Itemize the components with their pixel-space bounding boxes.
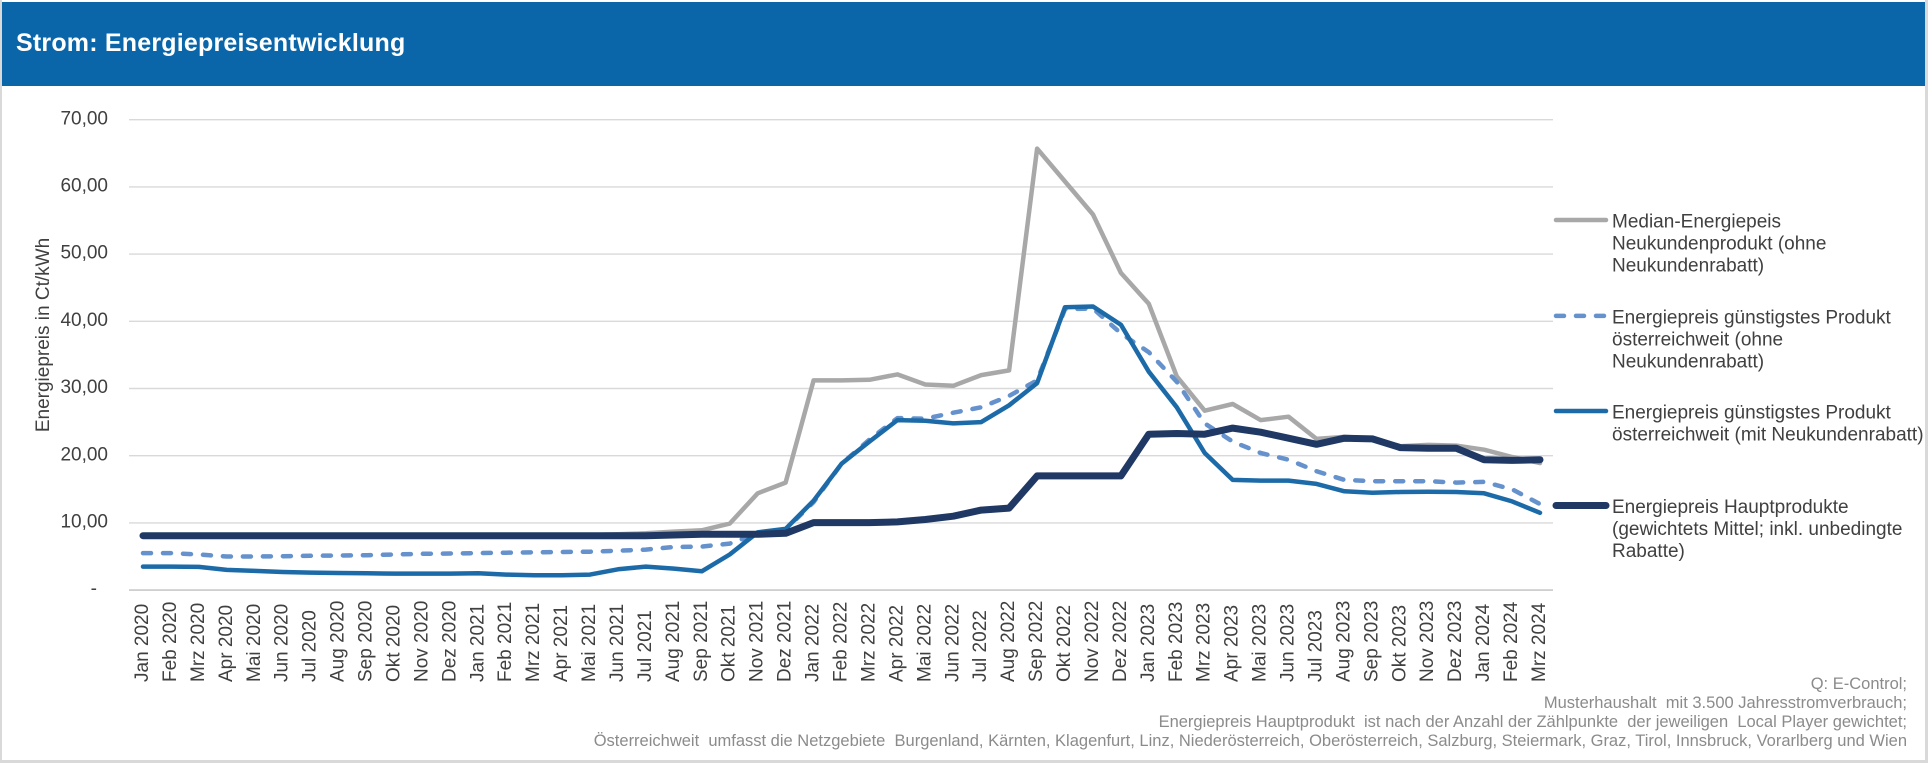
svg-text:Feb 2022: Feb 2022 — [831, 602, 852, 682]
svg-text:Mrz 2024: Mrz 2024 — [1529, 602, 1550, 682]
svg-text:-: - — [91, 579, 97, 600]
svg-text:Apr 2022: Apr 2022 — [886, 605, 907, 682]
svg-text:Q: E-Control;: Q: E-Control; — [1811, 675, 1907, 693]
svg-text:Österreichweit umfasst die Ne: Österreichweit umfasst die Netzgebiete B… — [594, 732, 1907, 750]
svg-text:Jan 2024: Jan 2024 — [1473, 603, 1494, 682]
svg-text:Energiepreis in Ct/kWh: Energiepreis in Ct/kWh — [33, 238, 54, 432]
svg-text:Neukundenprodukt (ohne: Neukundenprodukt (ohne — [1612, 234, 1826, 255]
svg-text:20,00: 20,00 — [60, 444, 108, 465]
svg-text:Sep 2022: Sep 2022 — [1026, 601, 1047, 682]
svg-text:Mrz 2020: Mrz 2020 — [188, 603, 209, 682]
svg-text:Mrz 2021: Mrz 2021 — [523, 603, 544, 682]
svg-text:Rabatte): Rabatte) — [1612, 541, 1685, 562]
svg-text:Musterhaushalt mit 3.500 Jahr: Musterhaushalt mit 3.500 Jahresstromverb… — [1544, 694, 1907, 712]
svg-text:Jan 2023: Jan 2023 — [1138, 604, 1159, 682]
svg-text:Mrz 2023: Mrz 2023 — [1194, 603, 1215, 682]
svg-text:Feb 2024: Feb 2024 — [1501, 601, 1522, 682]
svg-text:österreichweit (mit Neukundenr: österreichweit (mit Neukundenrabatt) — [1612, 425, 1924, 446]
svg-text:Dez 2021: Dez 2021 — [775, 601, 796, 682]
svg-text:Nov 2023: Nov 2023 — [1417, 601, 1438, 682]
svg-text:Energiepreis Hauptprodukt ist: Energiepreis Hauptprodukt ist nach der A… — [1159, 713, 1907, 731]
svg-text:70,00: 70,00 — [60, 108, 108, 129]
svg-text:Jun 2022: Jun 2022 — [942, 604, 963, 682]
svg-text:Apr 2021: Apr 2021 — [551, 605, 572, 682]
svg-text:Dez 2020: Dez 2020 — [439, 601, 460, 682]
svg-text:Neukundenrabatt): Neukundenrabatt) — [1612, 256, 1764, 277]
svg-text:Mai 2021: Mai 2021 — [579, 604, 600, 682]
svg-text:Mai 2022: Mai 2022 — [914, 604, 935, 682]
svg-text:Nov 2022: Nov 2022 — [1082, 601, 1103, 682]
svg-text:Feb 2020: Feb 2020 — [160, 602, 181, 682]
svg-text:Feb 2021: Feb 2021 — [495, 602, 516, 682]
svg-text:Nov 2021: Nov 2021 — [747, 601, 768, 682]
svg-text:Aug 2022: Aug 2022 — [998, 601, 1019, 682]
svg-text:Sep 2023: Sep 2023 — [1361, 601, 1382, 682]
svg-text:Sep 2021: Sep 2021 — [691, 601, 712, 682]
svg-text:österreichweit (ohne: österreichweit (ohne — [1612, 330, 1783, 351]
svg-text:Nov 2020: Nov 2020 — [411, 601, 432, 682]
svg-text:Jul 2022: Jul 2022 — [970, 610, 991, 682]
svg-text:Mai 2023: Mai 2023 — [1250, 604, 1271, 682]
svg-text:Mrz 2022: Mrz 2022 — [858, 603, 879, 682]
svg-text:Okt 2021: Okt 2021 — [719, 605, 740, 682]
svg-text:Neukundenrabatt): Neukundenrabatt) — [1612, 352, 1764, 373]
svg-text:10,00: 10,00 — [60, 512, 108, 533]
svg-text:Jan 2020: Jan 2020 — [132, 604, 153, 682]
svg-text:30,00: 30,00 — [60, 377, 108, 398]
svg-text:Jul 2023: Jul 2023 — [1306, 610, 1327, 682]
svg-text:Jul 2021: Jul 2021 — [635, 610, 656, 682]
svg-text:60,00: 60,00 — [60, 176, 108, 197]
svg-text:Mai 2020: Mai 2020 — [244, 604, 265, 682]
svg-text:40,00: 40,00 — [60, 310, 108, 331]
svg-text:Aug 2021: Aug 2021 — [663, 601, 684, 682]
svg-text:Apr 2023: Apr 2023 — [1222, 605, 1243, 682]
svg-text:Okt 2022: Okt 2022 — [1054, 605, 1075, 682]
svg-text:Okt 2023: Okt 2023 — [1389, 605, 1410, 682]
svg-text:Aug 2023: Aug 2023 — [1333, 601, 1354, 682]
svg-text:Energiepreis Hauptprodukte: Energiepreis Hauptprodukte — [1612, 497, 1849, 518]
svg-text:Jul 2020: Jul 2020 — [300, 610, 321, 682]
svg-text:Jun 2021: Jun 2021 — [607, 604, 628, 682]
svg-text:Dez 2023: Dez 2023 — [1445, 601, 1466, 682]
svg-text:Median-Energiepeis: Median-Energiepeis — [1612, 212, 1781, 233]
svg-text:Jan 2022: Jan 2022 — [803, 604, 824, 682]
svg-text:Jan 2021: Jan 2021 — [467, 604, 488, 682]
svg-text:50,00: 50,00 — [60, 243, 108, 264]
svg-text:Sep 2020: Sep 2020 — [356, 601, 377, 682]
svg-text:Okt 2020: Okt 2020 — [384, 605, 405, 682]
svg-text:Jun 2023: Jun 2023 — [1278, 604, 1299, 682]
svg-text:Jun 2020: Jun 2020 — [272, 604, 293, 682]
svg-text:Aug 2020: Aug 2020 — [328, 601, 349, 682]
svg-text:Energiepreis günstigstes Produ: Energiepreis günstigstes Produkt — [1612, 403, 1892, 424]
svg-text:Energiepreis günstigstes Produ: Energiepreis günstigstes Produkt — [1612, 308, 1892, 329]
svg-text:Feb 2023: Feb 2023 — [1166, 602, 1187, 682]
svg-text:Dez 2022: Dez 2022 — [1110, 601, 1131, 682]
svg-text:(gewichtets Mittel; inkl. unbe: (gewichtets Mittel; inkl. unbedingte — [1612, 519, 1902, 540]
svg-text:Apr 2020: Apr 2020 — [216, 605, 237, 682]
